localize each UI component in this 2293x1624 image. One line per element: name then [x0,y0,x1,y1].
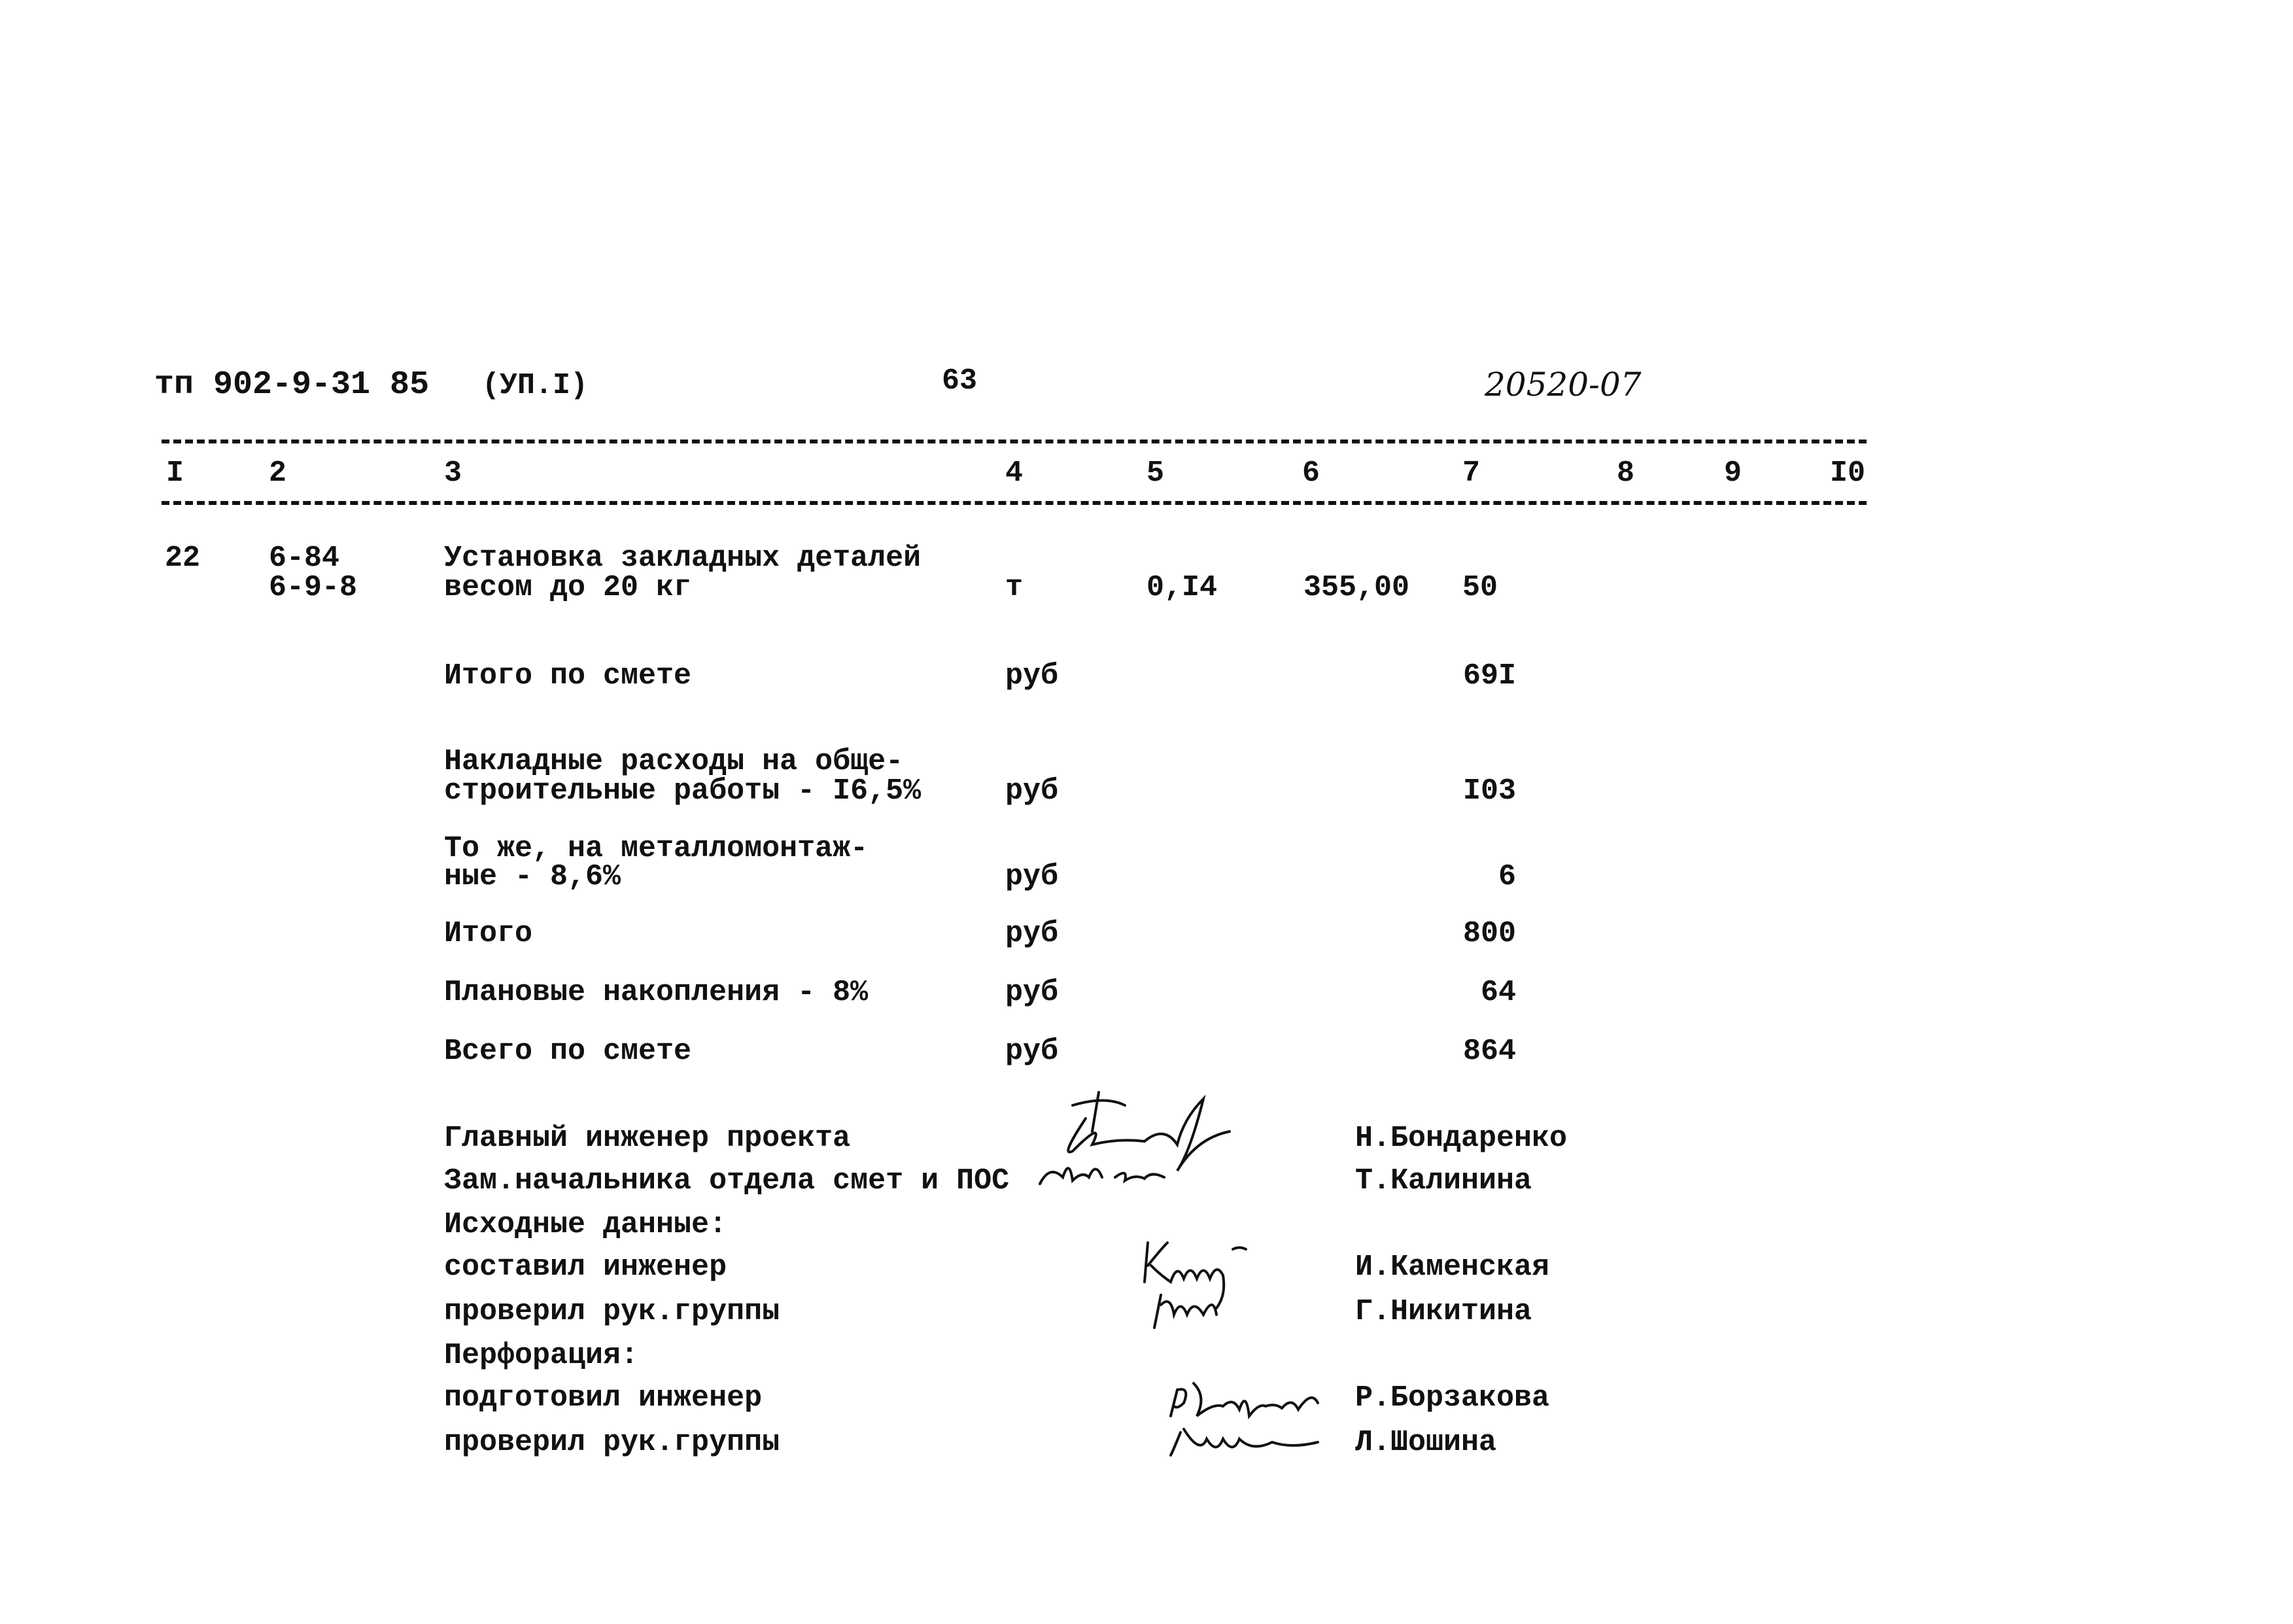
summary-unit: руб [1005,1035,1059,1068]
column-number: 5 [1146,457,1165,490]
signature-name: Г.Никитина [1355,1295,1532,1328]
signature-name: И.Каменская [1355,1251,1550,1284]
signature-role: Исходные данные: [444,1208,727,1241]
album-label: (УП.I) [482,369,589,402]
item-quantity: 0,I4 [1146,571,1218,604]
signature-kamenskaya [1143,1241,1247,1329]
signature-role: Зам.начальника отдела смет и ПОС [444,1164,1010,1198]
doc-code: тп 902-9-31 85 [154,366,430,404]
item-unit: т [1005,571,1024,604]
signature-role: проверил рук.группы [444,1426,780,1459]
signature-role: составил инженер [444,1251,727,1284]
summary-value: 800 [1462,917,1516,950]
summary-value: I03 [1462,774,1516,808]
column-number: 7 [1462,457,1481,490]
signature-role: проверил рук.группы [444,1295,780,1328]
column-number: 2 [269,457,287,490]
summary-value: 69I [1462,659,1516,693]
column-number: 8 [1617,457,1635,490]
summary-label: Итого по смете [444,659,692,693]
summary-label: Плановые накопления - 8% [444,976,869,1009]
summary-label: То же, на металломонтаж- [444,832,869,865]
item-code: 6-84 [269,542,340,575]
summary-label: Всего по смете [444,1035,692,1068]
signature-role: Главный инженер проекта [444,1122,851,1155]
summary-label: строительные работы - I6,5% [444,774,922,808]
table-divider-bottom [162,501,1867,505]
signature-role: Перфорация: [444,1339,639,1372]
summary-unit: руб [1005,976,1059,1009]
item-total: 50 [1462,571,1498,604]
summary-label: Итого [444,917,533,950]
item-number: 22 [165,542,201,575]
signature-name: Т.Калинина [1355,1164,1532,1198]
summary-label: Накладные расходы на обще- [444,745,904,778]
summary-unit: руб [1005,774,1059,808]
column-number: 9 [1724,457,1742,490]
column-number: 6 [1302,457,1320,490]
item-name: Установка закладных деталей [444,542,922,575]
item-code: 6-9-8 [269,571,358,604]
page-number: 63 [942,364,978,398]
summary-unit: руб [1005,860,1059,893]
signature-name: Н.Бондаренко [1355,1122,1568,1155]
signature-name: Л.Шошина [1355,1426,1497,1459]
summary-value: 864 [1462,1035,1516,1068]
summary-value: 6 [1498,860,1516,893]
column-number: I0 [1830,457,1866,490]
item-name: весом до 20 кг [444,571,692,604]
doc-number: 20520-07 [1485,366,1642,404]
table-divider-top [162,440,1867,443]
column-number: 4 [1005,457,1024,490]
summary-unit: руб [1005,917,1059,950]
summary-value: 64 [1480,976,1516,1009]
item-unit-price: 355,00 [1303,571,1410,604]
column-number: I [166,457,184,490]
signature-name: Р.Борзакова [1355,1381,1550,1415]
signature-role: подготовил инженер [444,1381,763,1415]
signature-borzakova [1169,1382,1319,1457]
summary-unit: руб [1005,659,1059,693]
column-number: 3 [444,457,462,490]
summary-label: ные - 8,6% [444,860,621,893]
signature-bondarenko [1067,1091,1231,1172]
signature-kalinina [1039,1167,1165,1185]
